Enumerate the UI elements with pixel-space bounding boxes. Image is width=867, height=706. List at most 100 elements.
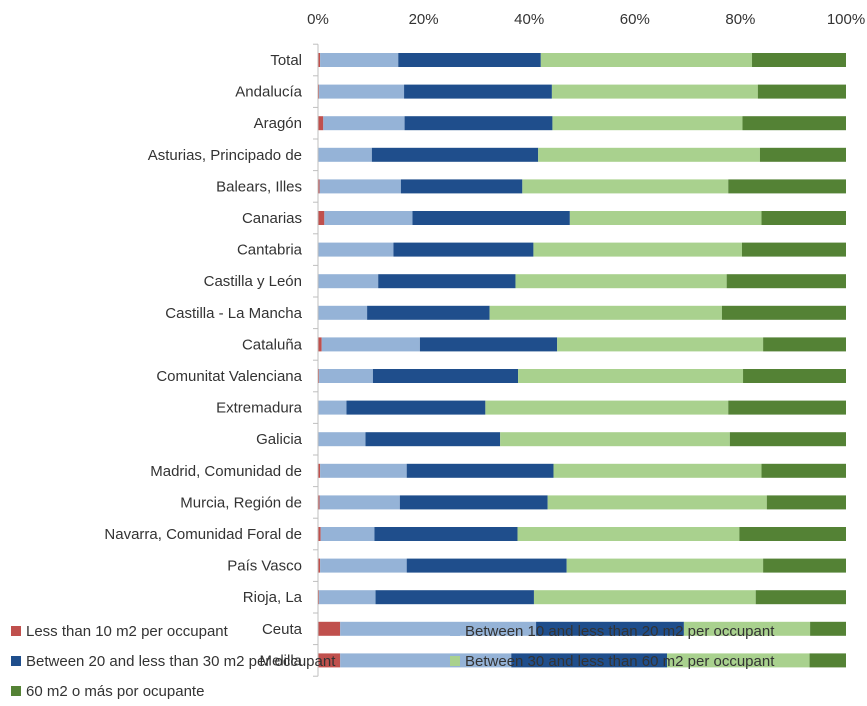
bar-row	[318, 274, 846, 289]
bar-segment	[319, 179, 401, 194]
bar-segment	[515, 274, 727, 289]
bar-row	[318, 621, 846, 636]
bar-segment	[398, 53, 541, 67]
bar-segment	[741, 242, 846, 257]
bar-row	[318, 558, 846, 573]
bar-segment	[374, 527, 518, 541]
bar-row	[318, 305, 846, 320]
bar-segment	[755, 590, 846, 605]
bar-segment	[346, 400, 486, 415]
bar-segment	[318, 527, 321, 541]
legend-item: Less than 10 m2 per occupant	[11, 623, 229, 640]
bar-segment	[553, 463, 762, 478]
bar-segment	[318, 463, 321, 478]
x-tick-label: 100%	[827, 11, 865, 28]
category-label: Balears, Illes	[216, 178, 302, 195]
bar-segment	[419, 337, 558, 352]
bar-segment	[728, 179, 846, 194]
bar-segment	[743, 369, 846, 383]
bar-segment	[320, 558, 407, 573]
category-label: Rioja, La	[243, 589, 303, 606]
bar-segment	[318, 211, 325, 225]
bar-segment	[318, 274, 379, 289]
category-label: Ceuta	[262, 621, 303, 638]
bar-row	[318, 211, 846, 225]
legend-item: Between 20 and less than 30 m2 per occup…	[11, 653, 336, 670]
legend-swatch	[11, 626, 21, 636]
x-tick-label: 80%	[725, 11, 755, 28]
bar-segment	[318, 242, 394, 257]
bar-row	[318, 527, 846, 541]
category-label: Castilla y León	[204, 273, 302, 290]
bar-segment	[551, 84, 758, 99]
bar-segment	[547, 495, 767, 510]
bar-segment	[404, 116, 553, 131]
bar-segment	[378, 274, 516, 289]
bar-row	[318, 432, 846, 447]
bar-segment	[757, 84, 846, 99]
bar-segment	[810, 621, 846, 636]
legend-label: Between 10 and less than 20 m2 per occup…	[465, 623, 775, 640]
bar-segment	[318, 653, 341, 668]
x-axis-ticks: 0% 20% 40% 60% 80% 100%	[307, 11, 865, 28]
bar-segment	[399, 495, 548, 510]
bar-segment	[533, 590, 756, 605]
bar-row	[318, 147, 846, 162]
x-tick-label: 0%	[307, 11, 329, 28]
bar-row	[318, 400, 846, 415]
bar-segment	[320, 463, 407, 478]
bar-segment	[759, 147, 846, 162]
legend-item: Between 30 and less than 60 m2 per occup…	[450, 653, 775, 670]
bar-segment	[400, 179, 523, 194]
bar-segment	[485, 400, 729, 415]
bar-segment	[323, 116, 405, 131]
bar-segment	[318, 558, 321, 573]
bar-segment	[318, 305, 368, 320]
x-tick-label: 20%	[409, 11, 439, 28]
bar-row	[318, 495, 846, 510]
bar-segment	[500, 432, 730, 447]
bar-row	[318, 84, 846, 99]
bar-segment	[522, 179, 729, 194]
bar-segment	[566, 558, 764, 573]
category-label: Aragón	[254, 115, 302, 132]
bar-segment	[372, 369, 519, 383]
bar-segment	[321, 337, 420, 352]
bar-segment	[367, 305, 490, 320]
category-label: Galicia	[256, 431, 303, 448]
bar-row	[318, 337, 846, 352]
bar-segment	[318, 116, 324, 131]
legend-item: Between 10 and less than 20 m2 per occup…	[450, 623, 775, 640]
bar-segment	[517, 527, 740, 541]
bar-segment	[766, 495, 846, 510]
bar-row	[318, 116, 846, 131]
bar-segment	[667, 653, 810, 668]
bar-segment	[538, 147, 760, 162]
bar-row	[318, 463, 846, 478]
bar-segment	[319, 495, 400, 510]
category-label: Asturias, Principado de	[148, 147, 302, 164]
bar-segment	[536, 621, 684, 636]
bar-segment	[318, 400, 347, 415]
category-label: Total	[270, 52, 302, 69]
bar-segment	[318, 53, 321, 67]
legend-swatch	[450, 656, 460, 666]
bar-segment	[324, 211, 413, 225]
legend: Less than 10 m2 per occupant Between 10 a…	[11, 623, 775, 700]
legend-swatch	[450, 626, 460, 636]
bar-segment	[320, 53, 399, 67]
bar-segment	[742, 116, 846, 131]
bar-segment	[557, 337, 764, 352]
bar-row	[318, 53, 846, 67]
bar-segment	[318, 179, 320, 194]
bar-segment	[318, 84, 320, 99]
bar-segment	[683, 621, 811, 636]
category-label: Navarra, Comunidad Foral de	[104, 526, 302, 543]
bar-segment	[511, 653, 668, 668]
category-label: Murcia, Región de	[180, 494, 302, 511]
bar-segment	[728, 400, 846, 415]
bar-segment	[318, 621, 341, 636]
legend-label: 60 m2 o más por ocupante	[26, 683, 204, 700]
legend-item: 60 m2 o más por ocupante	[11, 683, 204, 700]
bar-segment	[375, 590, 534, 605]
